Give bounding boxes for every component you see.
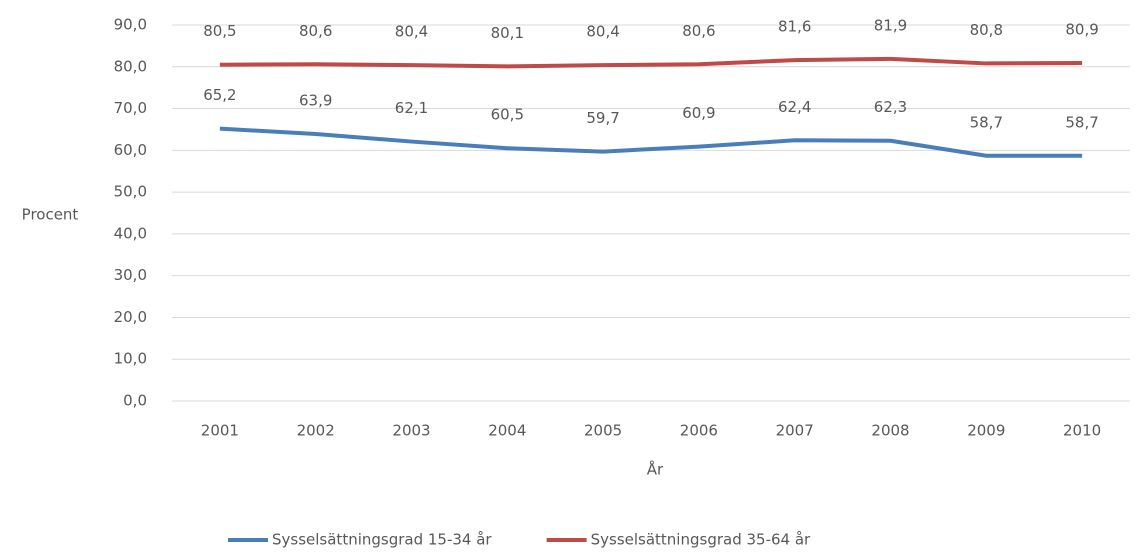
- y-tick-label: 80,0: [114, 57, 147, 75]
- y-tick-label: 60,0: [114, 141, 147, 159]
- legend-label: Sysselsättningsgrad 35-64 år: [591, 531, 811, 549]
- y-tick-label: 30,0: [114, 266, 147, 284]
- data-label: 80,6: [299, 22, 332, 40]
- data-label: 60,5: [491, 106, 524, 124]
- data-label: 80,4: [586, 23, 619, 41]
- data-label: 80,4: [395, 23, 428, 41]
- y-tick-label: 0,0: [123, 392, 147, 410]
- data-label: 58,7: [1065, 113, 1098, 131]
- x-tick-label: 2010: [1063, 422, 1101, 440]
- y-axis-title: Procent: [22, 206, 79, 224]
- data-label: 81,9: [874, 16, 907, 34]
- x-tick-label: 2002: [297, 422, 335, 440]
- data-label: 65,2: [203, 86, 236, 104]
- data-label: 80,6: [682, 22, 715, 40]
- x-tick-label: 2007: [776, 422, 814, 440]
- x-tick-label: 2001: [201, 422, 239, 440]
- x-tick-label: 2004: [488, 422, 526, 440]
- x-tick-label: 2009: [967, 422, 1005, 440]
- data-label: 80,9: [1065, 21, 1098, 39]
- y-tick-label: 10,0: [114, 350, 147, 368]
- y-tick-label: 20,0: [114, 308, 147, 326]
- x-tick-label: 2006: [680, 422, 718, 440]
- data-label: 62,3: [874, 98, 907, 116]
- x-tick-label: 2008: [871, 422, 909, 440]
- x-tick-label: 2003: [392, 422, 430, 440]
- y-tick-label: 90,0: [114, 16, 147, 34]
- x-tick-label: 2005: [584, 422, 622, 440]
- series-line: [219, 56, 1083, 69]
- data-label: 60,9: [682, 104, 715, 122]
- data-label: 80,5: [203, 22, 236, 40]
- data-label: 62,1: [395, 99, 428, 117]
- series-line: [219, 126, 1083, 158]
- legend-label: Sysselsättningsgrad 15-34 år: [272, 531, 492, 549]
- data-label: 80,8: [970, 21, 1003, 39]
- data-label: 81,6: [778, 18, 811, 36]
- data-label: 58,7: [970, 113, 1003, 131]
- x-axis-title: År: [647, 460, 664, 479]
- y-tick-label: 70,0: [114, 99, 147, 117]
- data-label: 63,9: [299, 92, 332, 110]
- data-label: 62,4: [778, 98, 811, 116]
- data-label: 80,1: [491, 24, 524, 42]
- y-tick-label: 40,0: [114, 224, 147, 242]
- data-label: 59,7: [586, 109, 619, 127]
- y-tick-label: 50,0: [114, 183, 147, 201]
